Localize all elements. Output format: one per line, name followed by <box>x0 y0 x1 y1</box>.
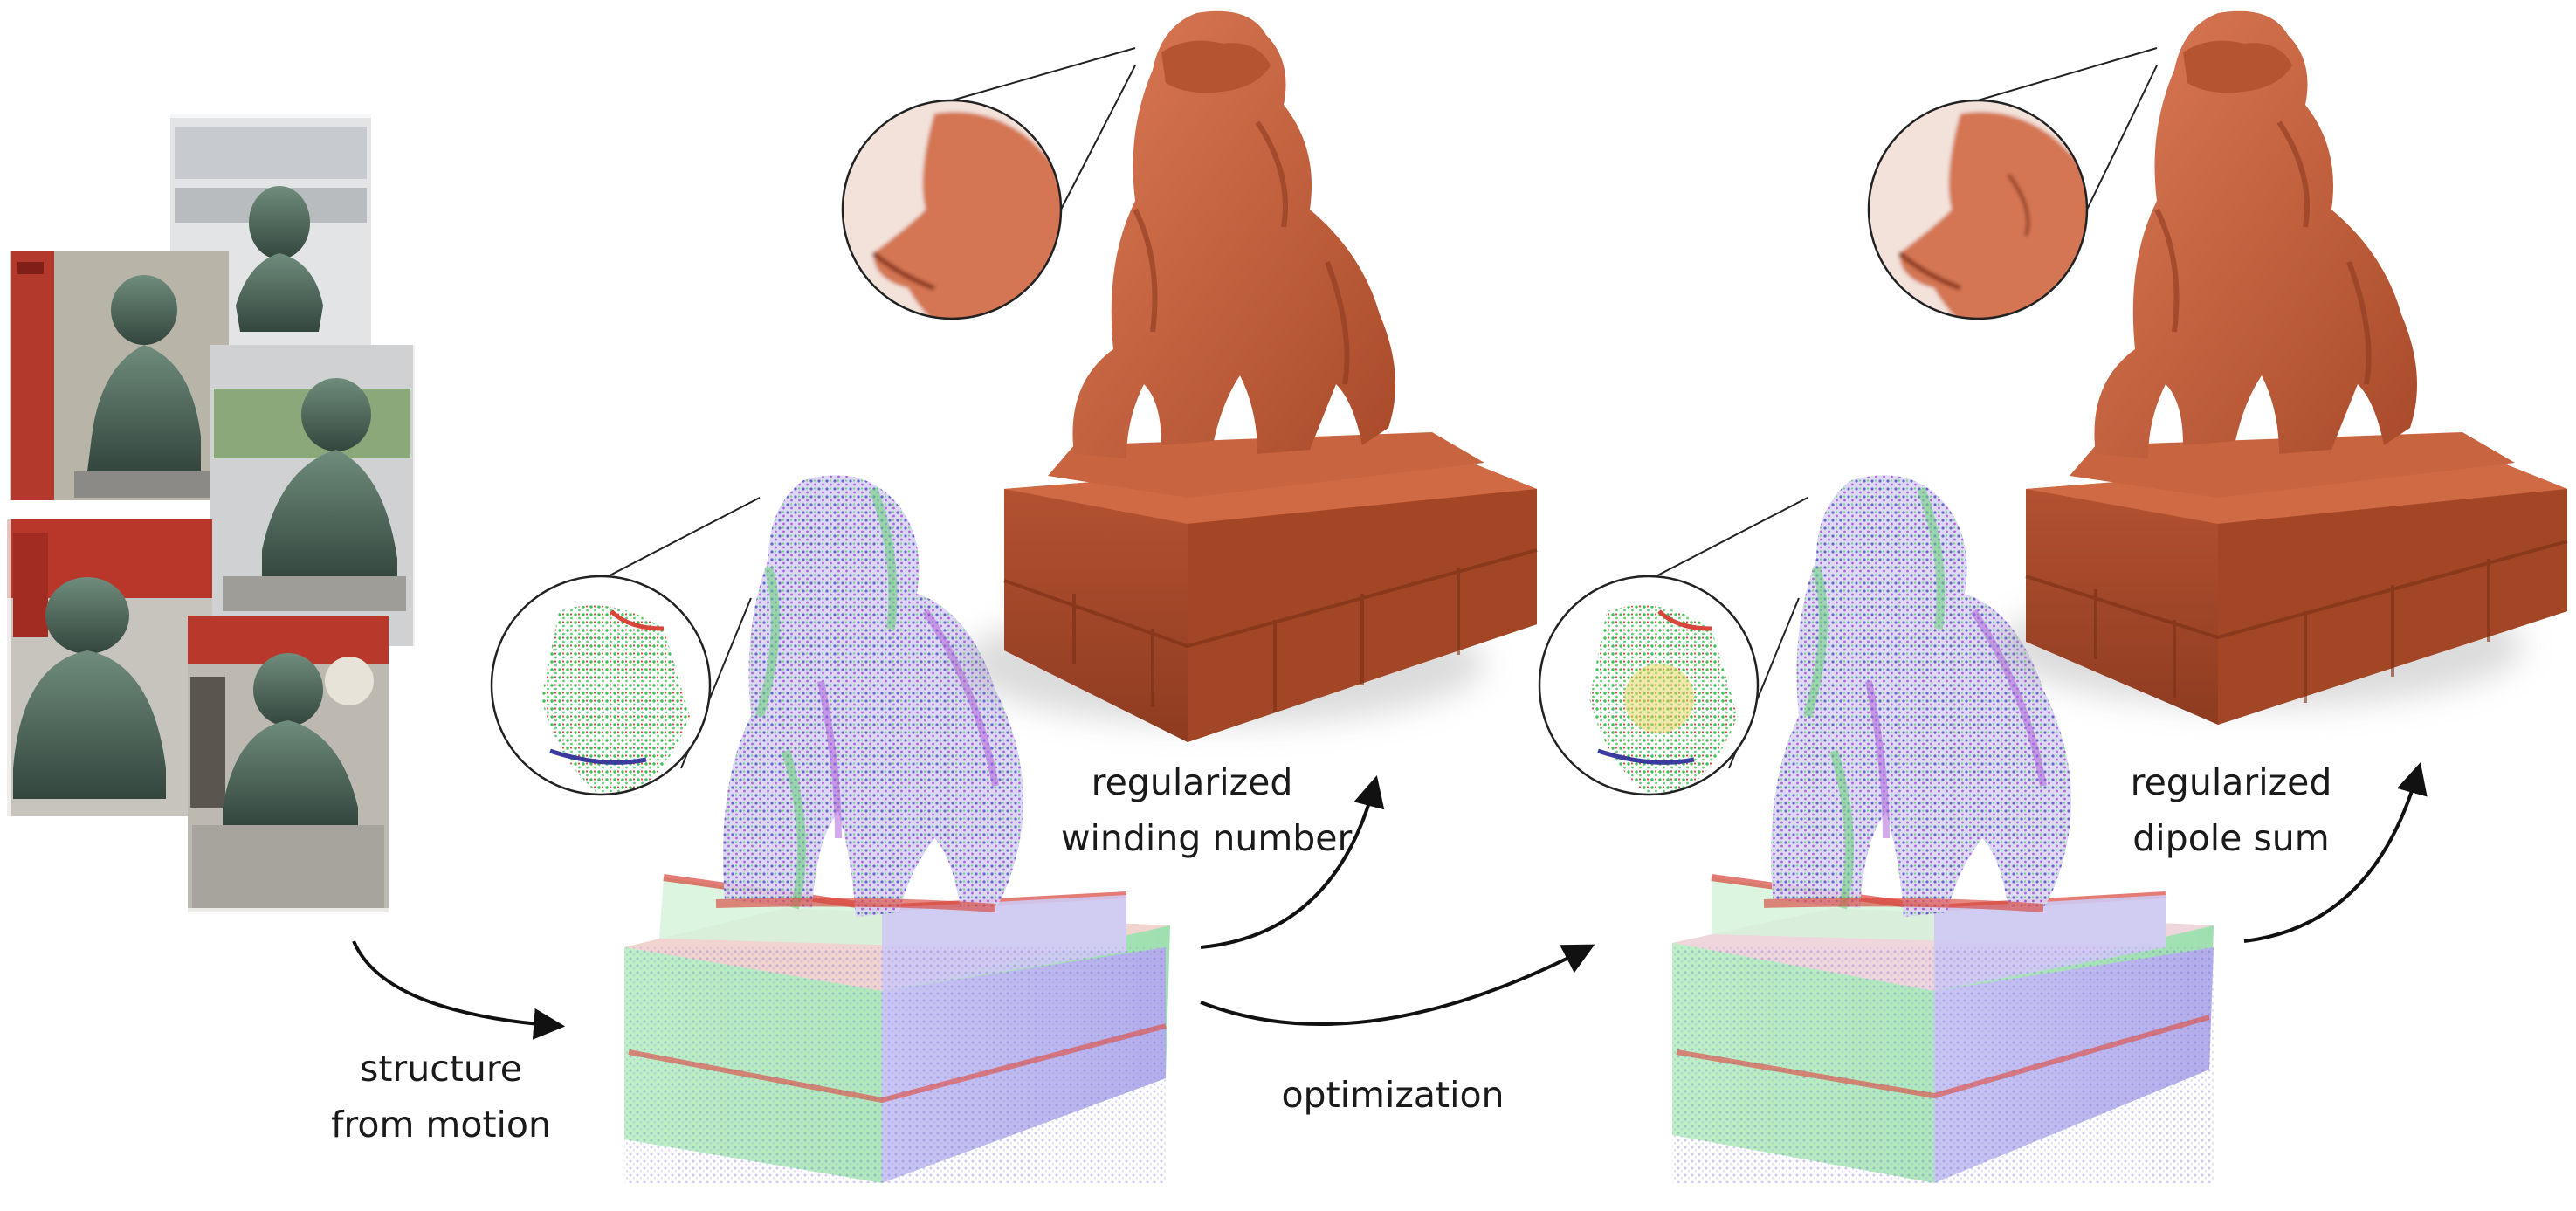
curved-arrow-winding-number <box>1200 775 1385 949</box>
mesh-statue-dipole-sum <box>1867 10 2568 725</box>
label-line: regularized <box>2130 761 2332 803</box>
photo-collage <box>3 109 422 917</box>
label-line: dipole sum <box>2132 817 2330 859</box>
label-regularized-dipole-sum: regularized dipole sum <box>2118 754 2345 866</box>
label-regularized-winding-number: regularized winding number <box>1061 754 1353 866</box>
point-cloud-statue-optimized <box>1538 475 2214 1183</box>
label-line: structure <box>359 1048 523 1090</box>
label-line: from motion <box>330 1104 551 1146</box>
curved-arrow-dipole-sum <box>2243 762 2428 943</box>
curved-arrow-optimization <box>1200 944 1595 1026</box>
point-cloud-statue-input <box>490 475 1170 1183</box>
mesh-statue-winding-number <box>841 10 1538 742</box>
label-structure-from-motion: structure from motion <box>327 1041 554 1153</box>
label-line: optimization <box>1281 1074 1505 1116</box>
label-line: regularized <box>1091 761 1293 803</box>
label-line: winding number <box>1061 817 1353 859</box>
curved-arrow-sfm <box>352 940 566 1040</box>
label-optimization: optimization <box>1271 1067 1515 1123</box>
